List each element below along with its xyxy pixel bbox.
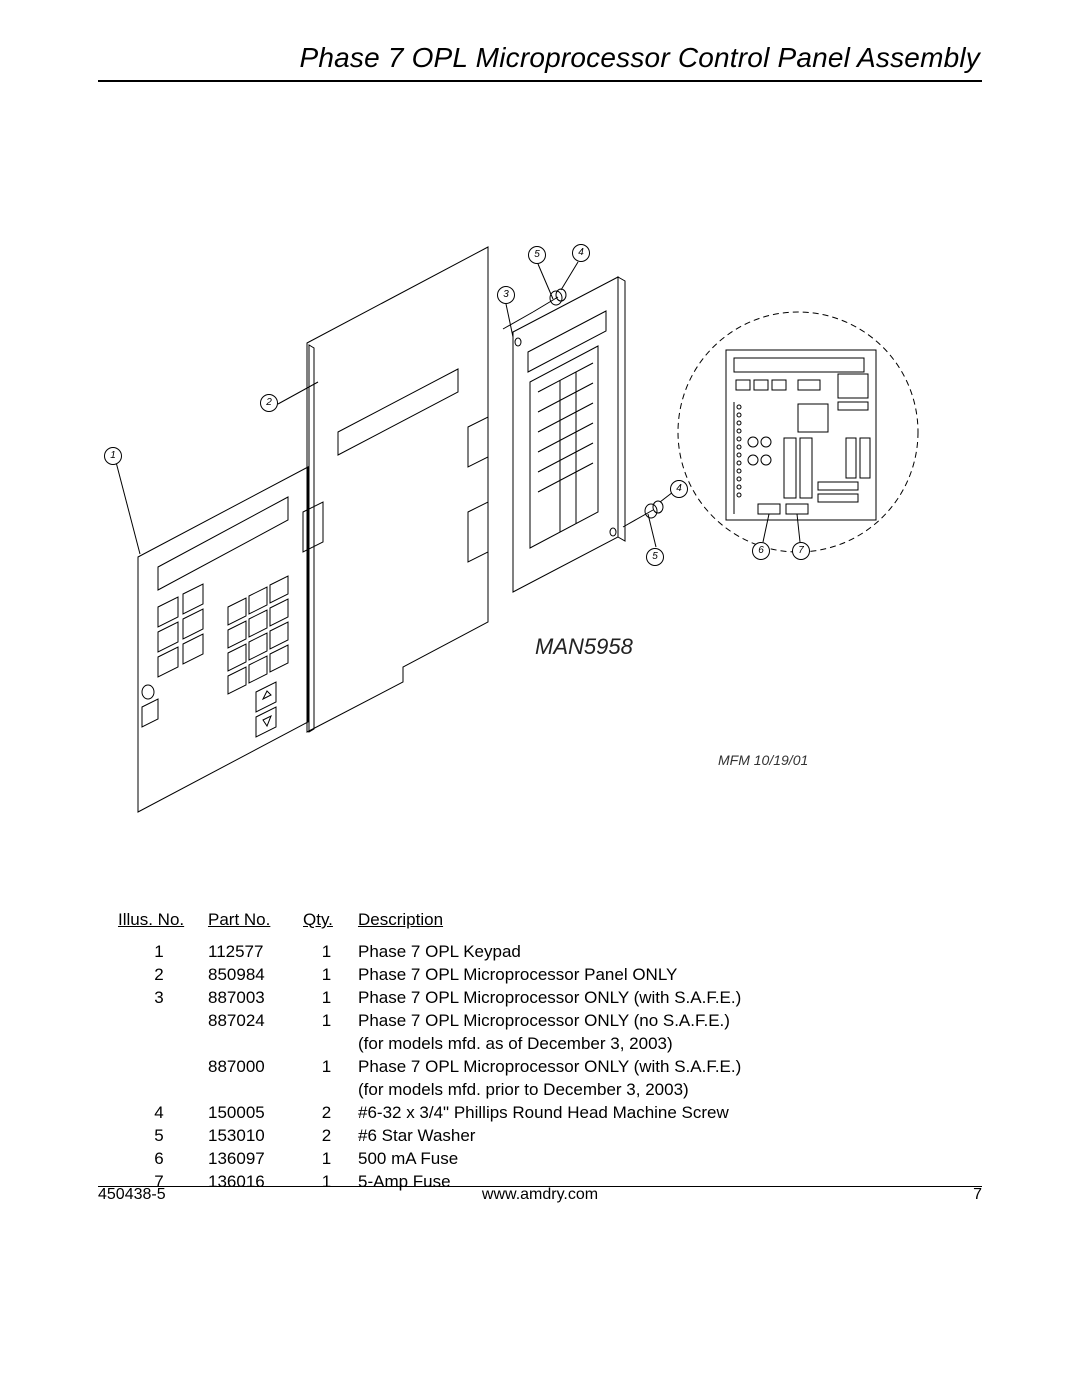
cell: 153010 [208,1124,303,1147]
callout-2: 2 [260,394,278,412]
callout-6: 6 [752,542,770,560]
cell: 3 [118,986,208,1009]
cell: 887024 [208,1009,303,1032]
page-title: Phase 7 OPL Microprocessor Control Panel… [98,42,982,74]
diagram-svg [98,82,982,902]
cell: 2 [303,1124,358,1147]
callout-4b: 4 [670,480,688,498]
callout-4a: 4 [572,244,590,262]
cell: Phase 7 OPL Microprocessor ONLY (no S.A.… [358,1009,962,1032]
cell: 6 [118,1147,208,1170]
cell: 136097 [208,1147,303,1170]
col-qty: Qty. [303,910,358,940]
cell [303,1078,358,1101]
cell: Phase 7 OPL Microprocessor ONLY (with S.… [358,986,962,1009]
cell [118,1009,208,1032]
cell: 2 [303,1101,358,1124]
footer-url: www.amdry.com [482,1186,598,1204]
footer-page-number: 7 [973,1186,982,1204]
cell [118,1032,208,1055]
cell: 850984 [208,963,303,986]
footer-doc-id: 450438-5 [98,1186,166,1204]
table-row: (for models mfd. prior to December 3, 20… [118,1078,962,1101]
exploded-diagram: 1 2 3 4 4 5 5 6 7 MAN5958 MFM 10/19/01 [98,82,982,902]
drawing-ref: MAN5958 [535,634,633,660]
table-row: 8870241Phase 7 OPL Microprocessor ONLY (… [118,1009,962,1032]
table-row: 41500052#6-32 x 3/4" Phillips Round Head… [118,1101,962,1124]
cell: 4 [118,1101,208,1124]
title-block: Phase 7 OPL Microprocessor Control Panel… [98,0,982,74]
cell [208,1032,303,1055]
cell [118,1078,208,1101]
table-row: 8870001Phase 7 OPL Microprocessor ONLY (… [118,1055,962,1078]
table-row: 61360971500 mA Fuse [118,1147,962,1170]
cell [303,1032,358,1055]
cell: 5-Amp Fuse [358,1170,962,1193]
cell: (for models mfd. as of December 3, 2003) [358,1032,962,1055]
cell: 1 [118,940,208,963]
cell: 136016 [208,1170,303,1193]
page-container: Phase 7 OPL Microprocessor Control Panel… [98,0,982,1397]
callout-7: 7 [792,542,810,560]
cell: #6-32 x 3/4" Phillips Round Head Machine… [358,1101,962,1124]
cell: #6 Star Washer [358,1124,962,1147]
parts-table-body: 11125771Phase 7 OPL Keypad28509841Phase … [118,940,962,1193]
cell: 887003 [208,986,303,1009]
cell: 2 [118,963,208,986]
cell: 1 [303,963,358,986]
table-row: 28509841Phase 7 OPL Microprocessor Panel… [118,963,962,986]
cell: 1 [303,1170,358,1193]
cell: 1 [303,1009,358,1032]
col-part-no: Part No. [208,910,303,940]
callout-1: 1 [104,447,122,465]
cell: 1 [303,940,358,963]
col-description: Description [358,910,962,940]
parts-table: Illus. No. Part No. Qty. Description 111… [118,910,962,1193]
cell: 150005 [208,1101,303,1124]
table-row: 51530102#6 Star Washer [118,1124,962,1147]
cell: Phase 7 OPL Microprocessor Panel ONLY [358,963,962,986]
table-row: 11125771Phase 7 OPL Keypad [118,940,962,963]
table-header-row: Illus. No. Part No. Qty. Description [118,910,962,940]
table-row: 38870031Phase 7 OPL Microprocessor ONLY … [118,986,962,1009]
cell: 887000 [208,1055,303,1078]
callout-5a: 5 [528,246,546,264]
callout-3: 3 [497,286,515,304]
cell: Phase 7 OPL Keypad [358,940,962,963]
cell: 1 [303,1147,358,1170]
cell: 5 [118,1124,208,1147]
cell: 1 [303,986,358,1009]
cell [118,1055,208,1078]
cell: 112577 [208,940,303,963]
cell: Phase 7 OPL Microprocessor ONLY (with S.… [358,1055,962,1078]
cell: (for models mfd. prior to December 3, 20… [358,1078,962,1101]
table-row: (for models mfd. as of December 3, 2003) [118,1032,962,1055]
callout-5b: 5 [646,548,664,566]
cell [208,1078,303,1101]
cell: 1 [303,1055,358,1078]
cell: 500 mA Fuse [358,1147,962,1170]
revision-note: MFM 10/19/01 [718,752,808,768]
col-illus-no: Illus. No. [118,910,208,940]
